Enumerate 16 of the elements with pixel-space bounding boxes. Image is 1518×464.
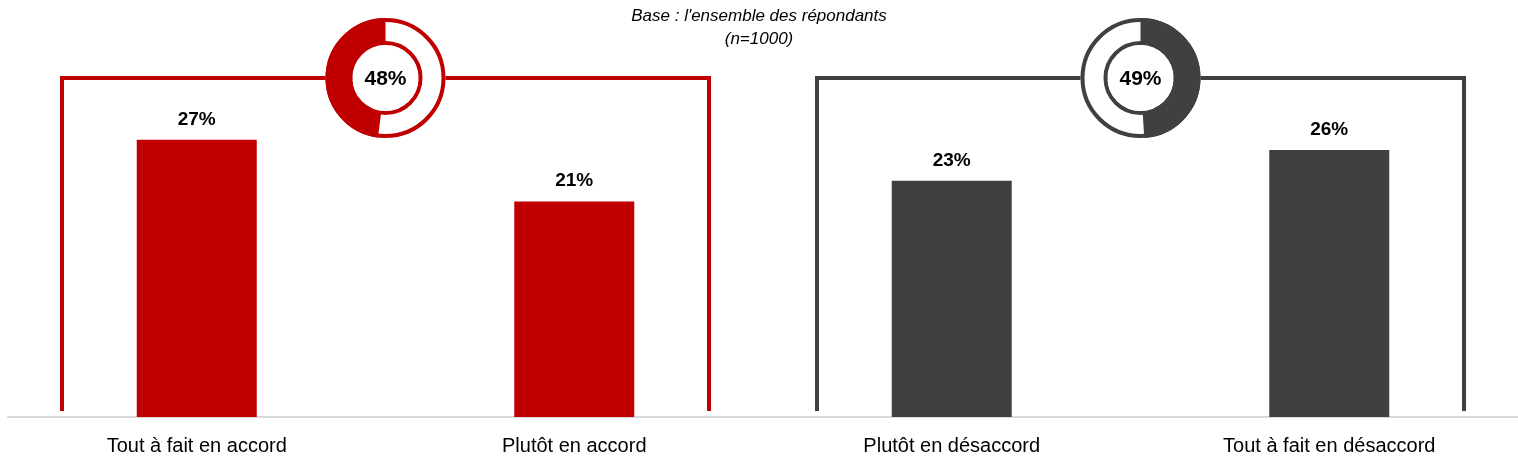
bar bbox=[514, 201, 635, 417]
data-label: 23% bbox=[932, 148, 971, 170]
x-tick-label: Plutôt en désaccord bbox=[863, 434, 1041, 456]
bar bbox=[1269, 150, 1390, 417]
bar bbox=[136, 139, 257, 417]
data-label: 26% bbox=[1310, 118, 1349, 140]
data-label: 27% bbox=[177, 107, 216, 129]
chart-subtitle: (n=1000) bbox=[724, 29, 794, 48]
bar bbox=[891, 180, 1012, 417]
x-tick-label: Tout à fait en accord bbox=[106, 434, 287, 456]
text: 49% bbox=[1119, 66, 1162, 89]
x-tick-label: Tout à fait en désaccord bbox=[1223, 434, 1436, 456]
text: 48% bbox=[364, 66, 407, 89]
data-label: 21% bbox=[555, 169, 594, 191]
x-tick-label: Plutôt en accord bbox=[501, 434, 647, 456]
chart-title: Base : l'ensemble des répondants bbox=[631, 6, 888, 25]
